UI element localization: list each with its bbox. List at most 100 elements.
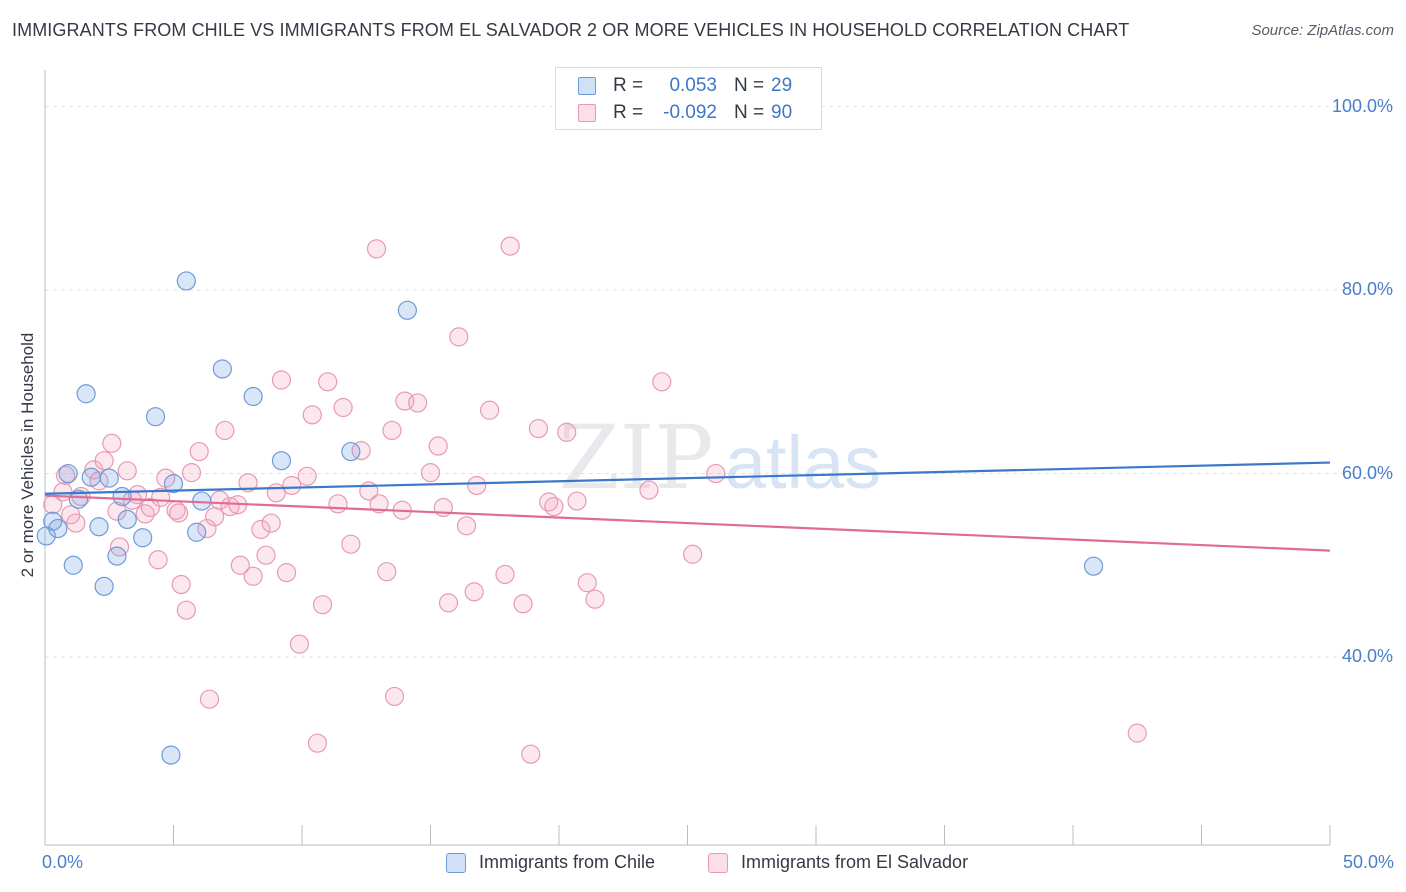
el-salvador-point [148, 550, 168, 570]
chile-swatch [578, 77, 596, 95]
chile-point [163, 474, 184, 494]
el-salvador-point [467, 475, 487, 496]
chile-trend-line [44, 461, 1331, 495]
el-salvador-point [521, 744, 541, 764]
el-salvador-point [341, 534, 361, 554]
el-salvador-point [318, 372, 338, 392]
el-salvador-point [652, 372, 672, 392]
el-salvador-point [243, 566, 263, 586]
el-salvador-point [289, 634, 310, 654]
chile-point [187, 522, 207, 542]
chile-point [76, 384, 96, 404]
chile-point [112, 486, 132, 507]
el-salvador-point [464, 582, 484, 602]
el-salvador-point [328, 494, 348, 514]
x-tick-label-max: 50.0% [1342, 852, 1394, 872]
el-salvador-point [199, 689, 220, 709]
el-salvador-point [102, 433, 122, 453]
y-tick-label: 100.0% [1331, 95, 1393, 116]
chile-series [36, 271, 1104, 765]
legend-swatch-chile [446, 853, 466, 873]
el-salvador-point [220, 496, 240, 517]
chile-point [63, 555, 83, 575]
el-salvador-point [577, 573, 597, 593]
r-value: -0.092 [663, 102, 717, 123]
el-salvador-point [282, 475, 302, 496]
el-salvador-point [456, 516, 477, 536]
r-value: 0.053 [669, 75, 717, 96]
el-salvador-point [107, 501, 127, 521]
el-salvador-point [276, 563, 297, 583]
chile-point [117, 509, 137, 530]
el-salvador-point [683, 544, 703, 564]
el-salvador-point [117, 461, 137, 481]
el-salvador-point [449, 327, 469, 347]
el-salvador-point [302, 405, 322, 425]
el-salvador-trend-line [44, 494, 1331, 552]
el-salvador-point [428, 436, 448, 456]
watermark-zip: ZIP [558, 406, 713, 509]
el-salvador-point [230, 555, 250, 575]
el-salvador-point [171, 574, 191, 595]
el-salvador-point [176, 600, 196, 620]
el-salvador-point [544, 496, 564, 517]
chile-point [68, 489, 89, 509]
chile-point [89, 517, 109, 537]
chile-point [271, 451, 292, 471]
chile-point [99, 468, 119, 488]
y-tick-label: 80.0% [1341, 279, 1393, 300]
chile-point [133, 528, 153, 548]
chile-point [145, 407, 166, 427]
el-salvador-point [408, 393, 428, 413]
el-salvador-point [351, 441, 371, 461]
el-salvador-point [66, 513, 86, 533]
el-salvador-point [256, 545, 276, 565]
chile-point [161, 745, 181, 765]
el-salvador-point [312, 595, 333, 615]
el-salvador-swatch [578, 104, 596, 122]
el-salvador-point [261, 513, 281, 533]
el-salvador-point [271, 370, 292, 390]
el-salvador-point [169, 503, 189, 523]
r-label: R = [613, 102, 644, 123]
legend-label-chile: Immigrants from Chile [479, 852, 656, 872]
el-salvador-point [197, 518, 217, 539]
chile-point [94, 576, 114, 596]
el-salvador-point [181, 463, 202, 483]
legend: Immigrants from Chile Immigrants from El… [0, 852, 1406, 878]
el-salvador-point [639, 480, 659, 500]
x-tick-label-min: 0.0% [42, 852, 84, 872]
el-salvador-point [384, 686, 405, 707]
el-salvador-point [238, 473, 258, 493]
el-salvador-point [151, 487, 171, 507]
chile-point [107, 546, 127, 566]
chile-point [212, 359, 232, 379]
axes [44, 70, 1331, 846]
legend-swatch-el-salvador [708, 853, 728, 873]
el-salvador-point [369, 494, 389, 514]
chart-source: Source: ZipAtlas.com [1251, 22, 1394, 39]
chile-point [1083, 556, 1104, 576]
el-salvador-point [420, 463, 441, 483]
el-salvador-point [438, 593, 459, 613]
el-salvador-point [366, 239, 387, 259]
el-salvador-point [382, 420, 402, 441]
chile-point [81, 467, 101, 487]
el-salvador-point [189, 441, 209, 462]
el-salvador-point [480, 400, 500, 420]
watermark-atlas: atlas [725, 421, 881, 504]
chile-point [341, 441, 361, 462]
n-label: N = [734, 102, 765, 123]
chile-point [397, 300, 417, 320]
el-salvador-point [513, 594, 533, 614]
chart-title: IMMIGRANTS FROM CHILE VS IMMIGRANTS FROM… [12, 20, 1130, 40]
el-salvador-point [333, 397, 353, 418]
el-salvador-point [94, 451, 114, 471]
chile-point [176, 271, 196, 291]
el-salvador-point [528, 419, 549, 439]
y-tick-label: 60.0% [1341, 462, 1393, 483]
watermark: ZIP atlas [558, 406, 881, 509]
el-salvador-point [500, 236, 520, 256]
el-salvador-point [585, 589, 605, 609]
el-salvador-series [43, 236, 1147, 764]
